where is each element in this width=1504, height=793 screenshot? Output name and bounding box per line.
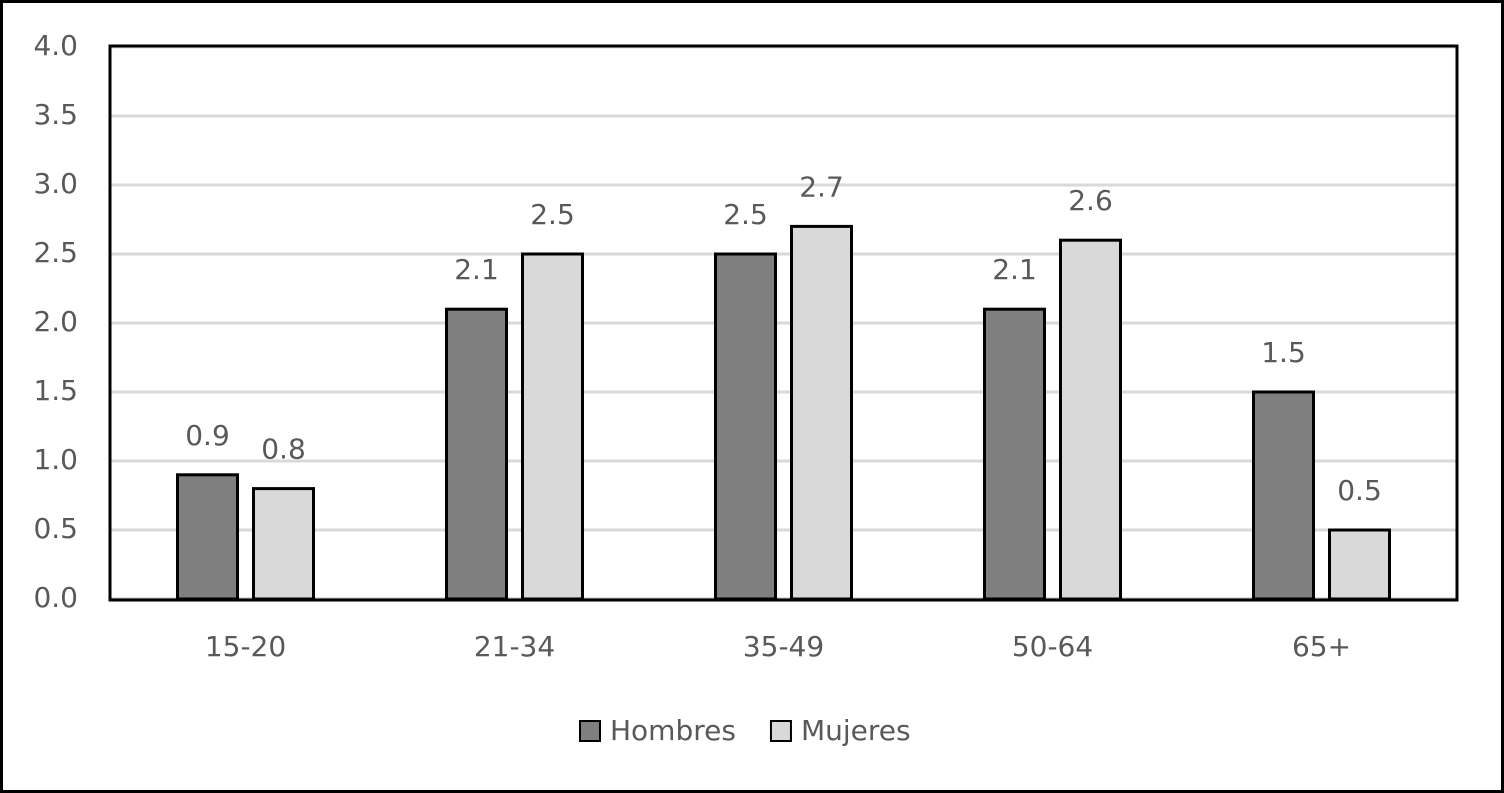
x-tick-label: 35-49 [743,630,824,663]
y-tick-label: 2.5 [33,236,78,269]
bar [790,224,853,601]
bar [445,307,508,601]
x-tick-label: 15-20 [205,630,286,663]
y-tick-label: 3.0 [33,167,78,200]
legend-swatch [769,720,792,742]
y-tick-label: 3.5 [33,98,78,131]
legend-label: Hombres [610,714,736,747]
y-tick-label: 0.0 [33,581,78,614]
data-label: 2.7 [799,170,844,203]
x-tick-label: 65+ [1292,630,1351,663]
y-tick-label: 1.0 [33,443,78,476]
bar [252,487,315,601]
data-label: 0.9 [185,419,230,452]
y-tick-label: 4.0 [33,29,78,62]
plot-border [108,44,1459,602]
bar [983,307,1046,601]
y-tick-label: 0.5 [33,512,78,545]
data-label: 0.8 [261,433,306,466]
bar [176,473,239,601]
data-label: 2.6 [1068,184,1113,217]
data-label: 2.1 [454,253,499,286]
legend-label: Mujeres [801,714,911,747]
y-tick-label: 2.0 [33,305,78,338]
x-tick-label: 50-64 [1012,630,1093,663]
legend-swatch [579,720,601,742]
bar [714,252,777,601]
bar [1328,528,1391,601]
data-label: 2.1 [992,253,1037,286]
x-tick-label: 21-34 [474,630,555,663]
data-label: 2.5 [530,198,575,231]
bar [521,252,584,601]
data-label: 0.5 [1337,474,1382,507]
bar [1059,238,1122,601]
data-label: 1.5 [1261,336,1306,369]
y-tick-label: 1.5 [33,374,78,407]
data-label: 2.5 [723,198,768,231]
bar [1252,390,1315,601]
